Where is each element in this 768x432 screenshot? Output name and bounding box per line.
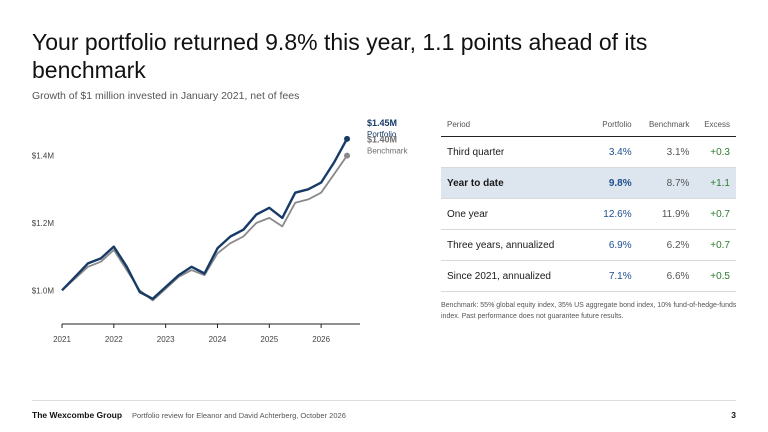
portfolio-series-line [61,138,349,301]
portfolio-return-cell: 12.6% [588,198,632,230]
chart-subtitle: Growth of $1 million invested in January… [32,90,300,102]
period-cell: Three years, annualized [441,229,589,261]
benchmark-footnote: Benchmark: 55% global equity index, 35% … [441,302,737,320]
column-header-portfolio: Portfolio [588,112,632,137]
footer-divider [32,400,736,401]
column-header-excess: Excess [689,112,736,137]
portfolio-return-cell: 6.9% [588,229,632,261]
table-row-highlighted: Year to date 9.8% 8.7% +1.1 [441,167,736,199]
firm-name: The Wexcombe Group [32,410,123,420]
x-tick-label: 2022 [105,335,123,344]
portfolio-end-value-label: $1.45M [367,118,397,128]
portfolio-end-point [344,135,351,142]
x-tick-label: 2025 [260,335,278,344]
page-title: Your portfolio returned 9.8% this year, … [32,29,648,83]
excess-return-cell: +0.3 [689,136,736,168]
portfolio-return-cell: 3.4% [588,136,632,168]
benchmark-end-point [344,152,351,159]
benchmark-return-cell: 11.9% [631,198,690,230]
table-row: Third quarter 3.4% 3.1% +0.3 [441,136,736,168]
portfolio-return-cell: 7.1% [588,260,632,292]
period-cell: One year [441,198,589,230]
returns-table: Period Portfolio Benchmark Excess Third … [441,112,736,292]
column-header-period: Period [441,112,589,137]
excess-return-cell: +0.5 [689,260,736,292]
benchmark-return-cell: 3.1% [631,136,690,168]
benchmark-series-line [61,155,348,302]
benchmark-end-value-label: $1.40M [367,135,397,145]
x-tick-label: 2023 [157,335,175,344]
column-header-benchmark: Benchmark [631,112,690,137]
y-tick-label: $1.4M [32,152,55,161]
page-number: 3 [731,410,736,420]
x-tick-label: 2021 [53,335,71,344]
x-tick-label: 2026 [312,335,330,344]
benchmark-return-cell: 8.7% [631,167,690,199]
portfolio-return-cell: 9.8% [588,167,632,199]
table-row: One year 12.6% 11.9% +0.7 [441,198,736,230]
portfolio-series-name-label: Portfolio [367,130,397,139]
excess-return-cell: +1.1 [689,167,736,199]
footer-caption: Portfolio review for Eleanor and David A… [132,411,346,420]
excess-return-cell: +0.7 [689,198,736,230]
y-tick-label: $1.2M [32,219,55,228]
y-tick-label: $1.0M [32,286,55,295]
x-tick-label: 2024 [209,335,227,344]
growth-line-chart: 2021 2022 2023 2024 2025 2026 $1.0M $1.2M $1.4M $… [32,118,409,344]
period-cell: Third quarter [441,136,589,168]
table-row: Since 2021, annualized 7.1% 6.6% +0.5 [441,260,736,292]
benchmark-return-cell: 6.6% [631,260,690,292]
excess-return-cell: +0.7 [689,229,736,261]
period-cell: Year to date [441,167,589,199]
table-row: Three years, annualized 6.9% 6.2% +0.7 [441,229,736,261]
benchmark-return-cell: 6.2% [631,229,690,261]
benchmark-series-name-label: Benchmark [367,147,408,156]
period-cell: Since 2021, annualized [441,260,589,292]
table-header-row: Period Portfolio Benchmark Excess [441,112,736,137]
